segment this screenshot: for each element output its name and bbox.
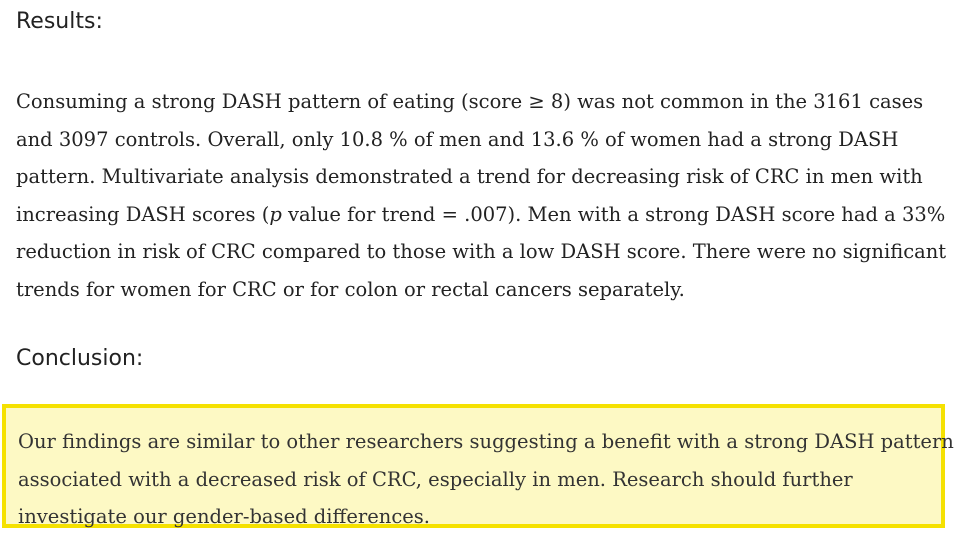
results-line: trends for women for CRC or for colon or…	[16, 277, 685, 301]
conclusion-line: investigate our gender-based differences…	[18, 505, 430, 528]
results-line: and 3097 controls. Overall, only 10.8 % …	[16, 127, 899, 151]
results-line: reduction in risk of CRC compared to tho…	[16, 240, 947, 263]
results-line-segment: value for trend = .007). Men with a stro…	[281, 202, 946, 226]
results-paragraph: Consuming a strong DASH pattern of eatin…	[16, 83, 956, 308]
conclusion-line: Our findings are similar to other resear…	[18, 430, 954, 453]
results-line: increasing DASH scores (p value for tren…	[16, 196, 956, 234]
results-line-segment: increasing DASH scores (	[16, 202, 270, 226]
results-line: Consuming a strong DASH pattern of eatin…	[16, 90, 924, 113]
conclusion-paragraph: Our findings are similar to other resear…	[18, 423, 954, 536]
conclusion-line: associated with a decreased risk of CRC,…	[18, 467, 853, 491]
results-line: pattern. Multivariate analysis demonstra…	[16, 165, 923, 188]
results-heading: Results:	[16, 9, 103, 34]
conclusion-heading: Conclusion:	[16, 346, 144, 371]
conclusion-highlight-box: Our findings are similar to other resear…	[2, 404, 954, 528]
p-value-symbol: p	[269, 202, 282, 226]
